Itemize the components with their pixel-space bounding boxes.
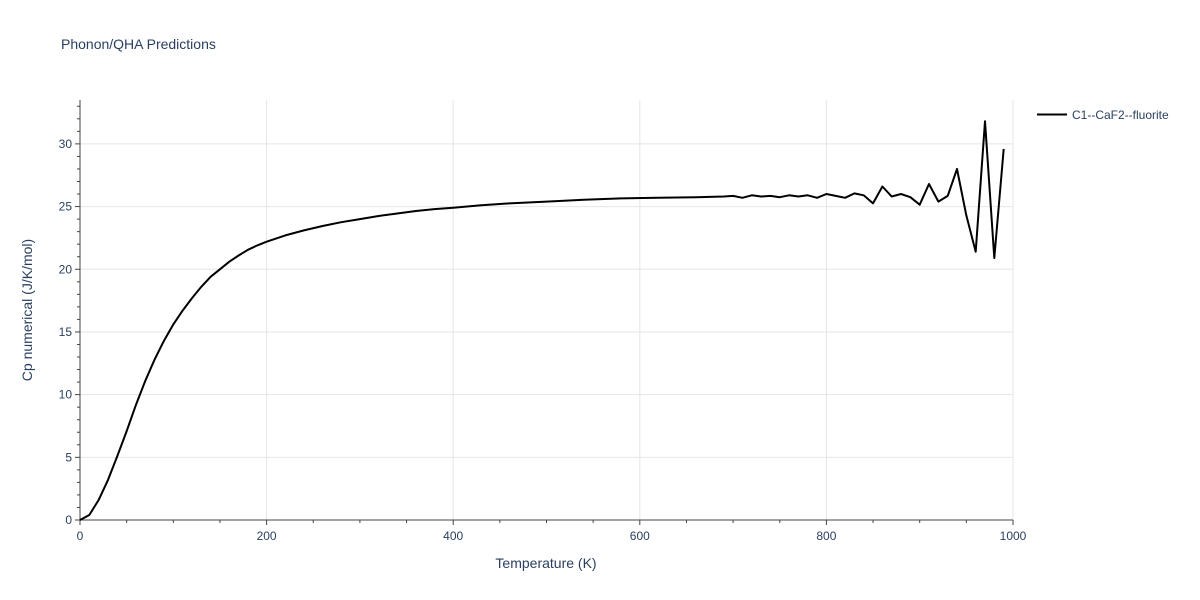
series-layer: [79, 120, 1005, 521]
y-tick-label: 0: [65, 513, 72, 527]
y-tick-label: 10: [59, 388, 73, 402]
y-axis-title: Cp numerical (J/K/mol): [19, 239, 35, 381]
y-tick-label: 20: [59, 262, 73, 276]
x-tick-label: 400: [443, 529, 463, 543]
legend-item-label: C1--CaF2--fluorite: [1072, 108, 1169, 122]
x-tick-label: 200: [257, 529, 277, 543]
x-tick-label: 0: [77, 529, 84, 543]
x-tick-label: 800: [816, 529, 836, 543]
x-tick-label: 600: [630, 529, 650, 543]
grid-layer: [80, 100, 1014, 520]
y-tick-label: 5: [65, 450, 72, 464]
y-tick-label: 25: [59, 200, 73, 214]
y-tick-label: 30: [59, 137, 73, 151]
x-tick-label: 1000: [1000, 529, 1027, 543]
series-line: [79, 120, 1005, 521]
x-axis-title: Temperature (K): [495, 555, 596, 571]
y-tick-label: 15: [59, 325, 73, 339]
legend[interactable]: C1--CaF2--fluorite: [1037, 108, 1169, 122]
axis-layer: 0 200 400 600 800 1000 0 5 10 15 20 25 30: [59, 100, 1027, 543]
chart-title: Phonon/QHA Predictions: [61, 36, 216, 52]
